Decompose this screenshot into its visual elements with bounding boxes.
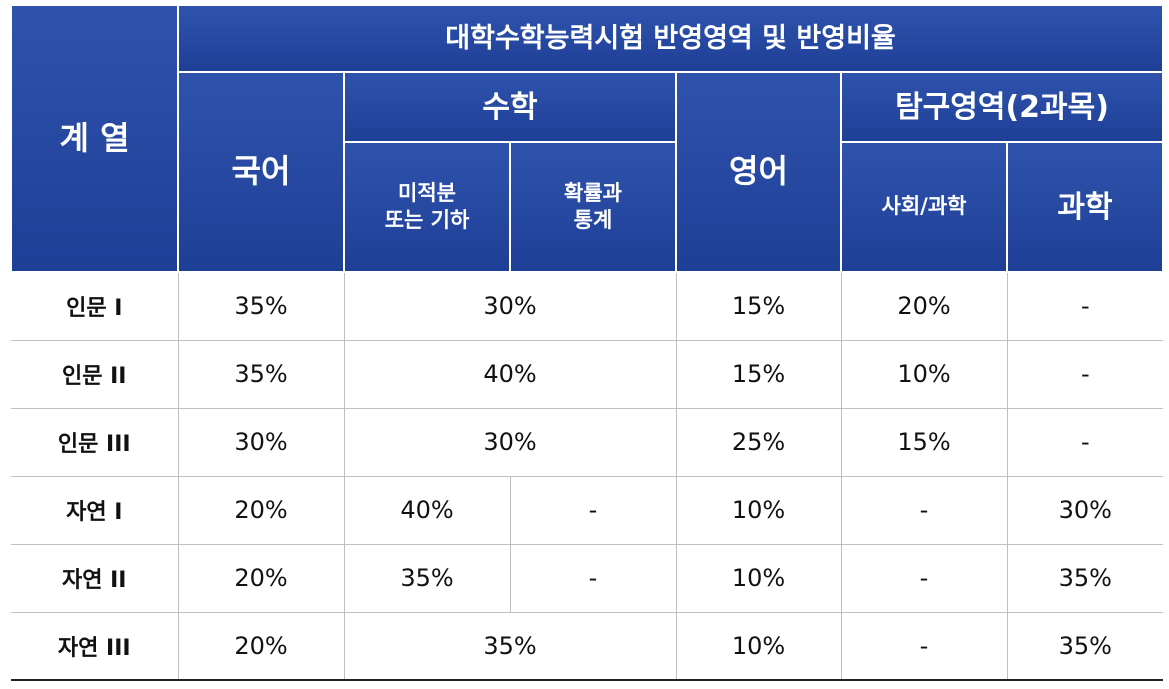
cell-social-science: -: [840, 475, 1008, 545]
table-row: 인문 I 35% 30% 15% 20% -: [11, 271, 1164, 341]
cell-english: 25%: [675, 407, 842, 477]
cell-social-science: 15%: [840, 407, 1008, 477]
cell-math: 35%: [343, 611, 677, 681]
cell-korean: 30%: [177, 407, 345, 477]
header-math-stats-line1: 확률과: [564, 180, 622, 205]
table-row: 자연 I 20% 40% - 10% - 30%: [11, 475, 1164, 545]
cell-math-calculus: 35%: [343, 543, 511, 613]
row-label: 인문 I: [11, 271, 179, 341]
table-row: 자연 III 20% 35% 10% - 35%: [11, 611, 1164, 681]
row-label: 자연 I: [11, 475, 179, 545]
cell-korean: 20%: [177, 611, 345, 681]
cell-science: -: [1006, 339, 1164, 409]
header-korean: 국어: [177, 71, 345, 273]
cell-science: -: [1006, 271, 1164, 341]
cell-korean: 20%: [177, 475, 345, 545]
cell-math-calculus: 40%: [343, 475, 511, 545]
cell-social-science: 10%: [840, 339, 1008, 409]
header-social-science: 사회/과학: [840, 141, 1008, 273]
cell-science: 35%: [1006, 611, 1164, 681]
header-math-calculus-line2: 또는 기하: [384, 208, 470, 232]
cell-korean: 35%: [177, 271, 345, 341]
cell-math: 40%: [343, 339, 677, 409]
cell-english: 15%: [675, 271, 842, 341]
cell-social-science: -: [840, 611, 1008, 681]
cell-social-science: 20%: [840, 271, 1008, 341]
header-inquiry: 탐구영역(2과목): [839, 71, 1165, 143]
table-row: 자연 II 20% 35% - 10% - 35%: [11, 543, 1164, 613]
cell-science: -: [1006, 407, 1164, 477]
row-label: 인문 II: [11, 339, 179, 409]
header-csat-title: 대학수학능력시험 반영영역 및 반영비율: [176, 4, 1165, 73]
table-row: 인문 II 35% 40% 15% 10% -: [11, 339, 1164, 409]
row-label: 인문 III: [11, 407, 179, 477]
header-math: 수학: [343, 71, 677, 143]
header-math-stats-line2: 통계: [573, 208, 613, 232]
header-math-calculus-geometry: 미적분 또는 기하: [343, 141, 511, 273]
header-english: 영어: [675, 71, 842, 273]
cell-korean: 35%: [177, 339, 345, 409]
admission-ratio-table: 계 열 대학수학능력시험 반영영역 및 반영비율 국어 수학 영어 탐구영역(2…: [10, 4, 1165, 681]
cell-social-science: -: [840, 543, 1008, 613]
row-label: 자연 III: [11, 611, 179, 681]
cell-english: 10%: [675, 611, 842, 681]
cell-english: 15%: [675, 339, 842, 409]
cell-english: 10%: [675, 475, 842, 545]
header-category: 계 열: [10, 4, 179, 273]
cell-math: 30%: [343, 407, 677, 477]
cell-math-stats: -: [509, 475, 677, 545]
table-row: 인문 III 30% 30% 25% 15% -: [11, 407, 1164, 477]
header-math-probability-statistics: 확률과 통계: [509, 141, 677, 273]
cell-math: 30%: [343, 271, 677, 341]
cell-science: 30%: [1006, 475, 1164, 545]
cell-english: 10%: [675, 543, 842, 613]
cell-math-stats: -: [509, 543, 677, 613]
cell-korean: 20%: [177, 543, 345, 613]
cell-science: 35%: [1006, 543, 1164, 613]
header-science: 과학: [1005, 141, 1165, 273]
row-label: 자연 II: [11, 543, 179, 613]
header-math-calculus-line1: 미적분: [398, 180, 456, 205]
